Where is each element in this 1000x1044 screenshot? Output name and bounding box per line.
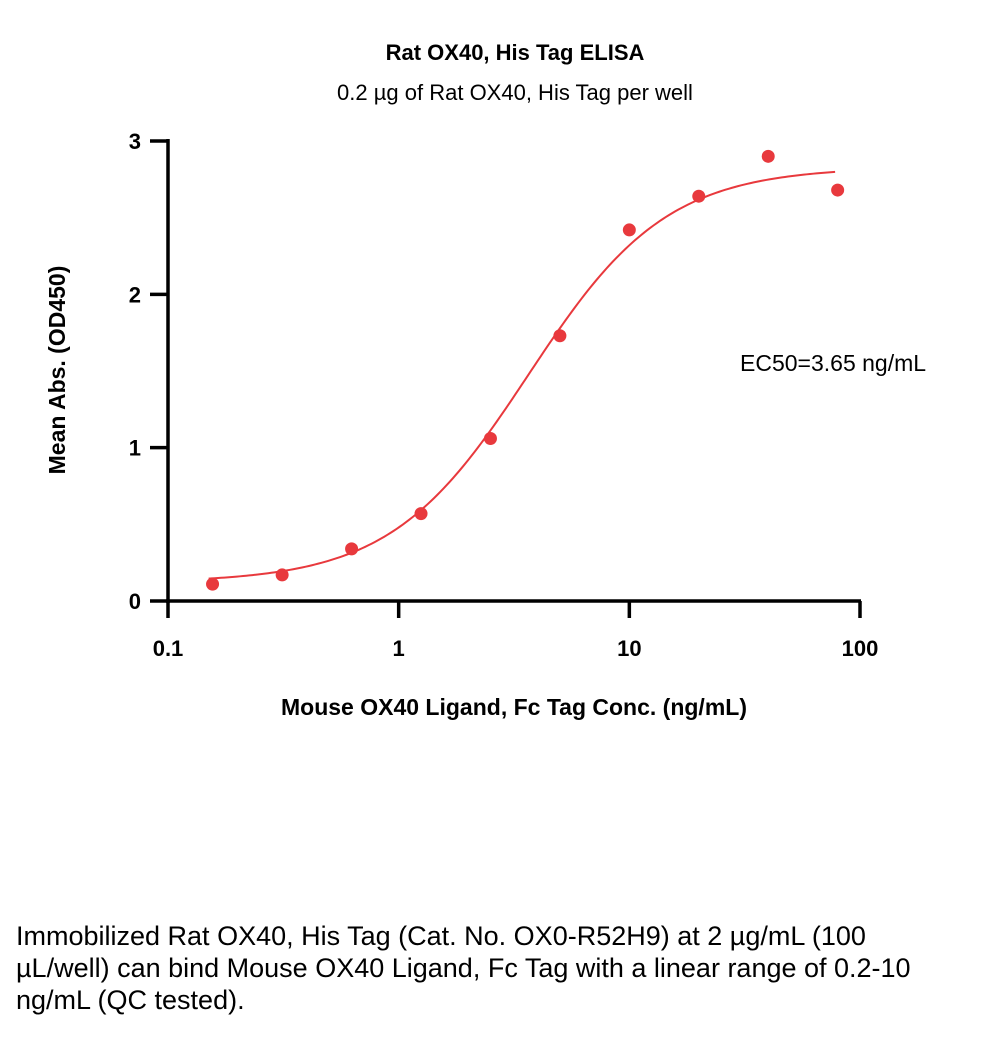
x-tick-label: 100 [842,636,879,661]
y-tick-label: 2 [129,282,141,307]
x-tick-label: 0.1 [153,636,184,661]
x-axis-title: Mouse OX40 Ligand, Fc Tag Conc. (ng/mL) [281,694,747,720]
chart-subtitle: 0.2 µg of Rat OX40, His Tag per well [337,80,693,105]
y-tick-label: 0 [129,589,141,614]
data-point [761,149,775,163]
data-point [414,507,428,521]
data-point [622,223,636,237]
data-point [345,542,359,556]
data-point [831,183,845,197]
elisa-chart: Rat OX40, His Tag ELISA 0.2 µg of Rat OX… [44,40,926,720]
x-tick-label: 1 [393,636,405,661]
y-tick-label: 1 [129,436,141,461]
data-point [206,577,220,591]
chart-title: Rat OX40, His Tag ELISA [386,40,645,65]
x-tick-label: 10 [617,636,641,661]
figure-caption: Immobilized Rat OX40, His Tag (Cat. No. … [16,921,911,1015]
axes [166,139,861,603]
data-point [692,189,706,203]
y-tick-label: 3 [129,129,141,154]
y-axis-title: Mean Abs. (OD450) [44,266,70,475]
data-point [275,568,289,582]
fit-curve [208,170,836,580]
data-point [553,329,567,343]
ec50-annotation: EC50=3.65 ng/mL [740,350,926,376]
data-point [483,431,497,445]
